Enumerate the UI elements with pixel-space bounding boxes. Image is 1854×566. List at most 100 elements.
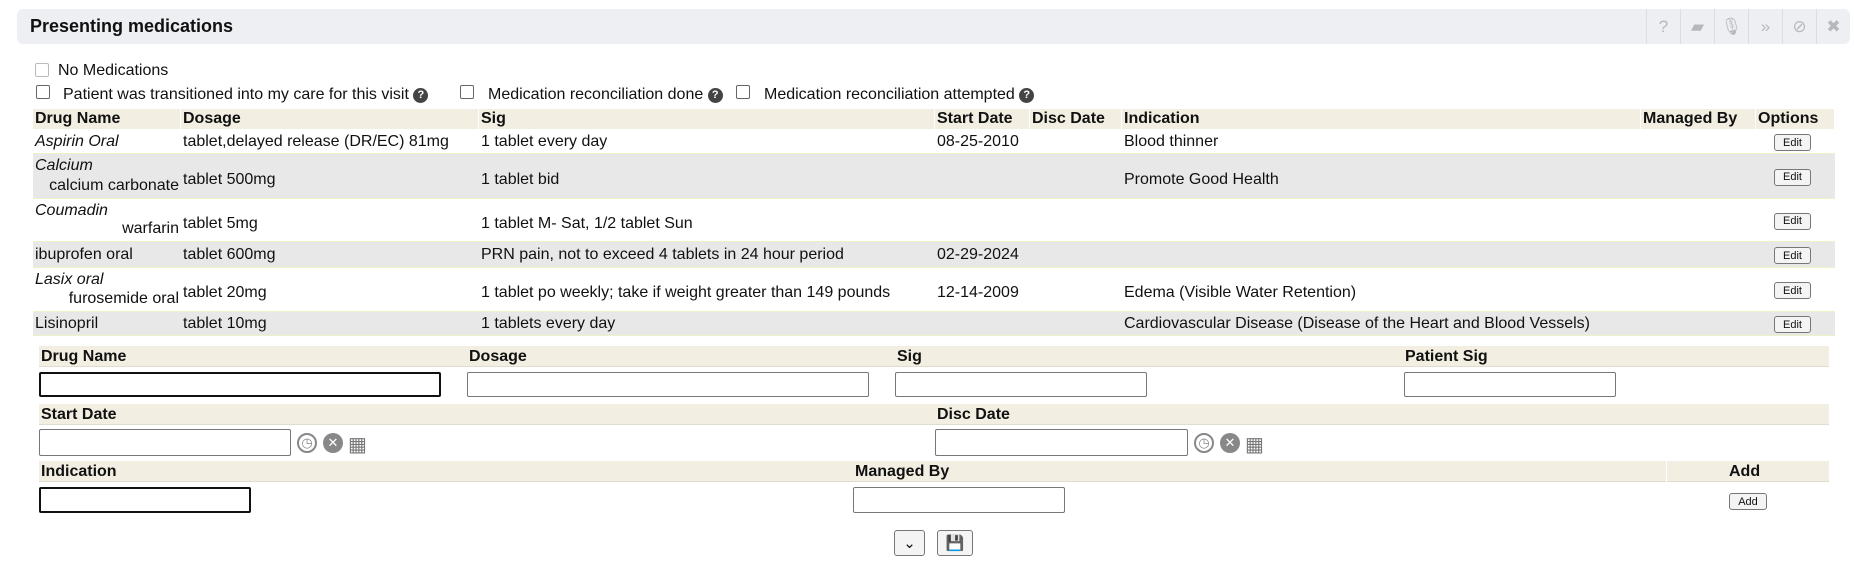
add-button[interactable]: Add bbox=[1729, 493, 1767, 510]
edit-button[interactable]: Edit bbox=[1774, 212, 1811, 230]
double-chevron-down-button[interactable]: » bbox=[1748, 9, 1782, 44]
form-header-row-2: Start Date Disc Date bbox=[39, 404, 1829, 425]
recon-done-checkbox[interactable] bbox=[460, 85, 474, 99]
section-title: Presenting medications bbox=[30, 16, 234, 36]
save-button[interactable]: 💾 bbox=[937, 530, 973, 556]
sig-label: Sig bbox=[897, 348, 922, 365]
column-header: Drug Name bbox=[33, 109, 181, 129]
transitioned-label: Patient was transitioned into my care fo… bbox=[63, 86, 409, 103]
add-header: Add bbox=[1729, 463, 1761, 480]
double-chevron-down-icon: » bbox=[1760, 16, 1771, 36]
column-header-label: Start Date bbox=[937, 110, 1013, 127]
drug-name-label: Drug Name bbox=[41, 348, 127, 365]
column-header: Managed By bbox=[1641, 109, 1756, 129]
generic-name: furosemide oral bbox=[68, 290, 179, 307]
drug-cell: Lisinopril bbox=[35, 315, 99, 332]
start-cell: 12-14-2009 bbox=[937, 284, 1019, 301]
clock-icon[interactable]: ◷ bbox=[1194, 433, 1214, 453]
edit-button[interactable]: Edit bbox=[1774, 168, 1811, 186]
book-button[interactable]: ▰ bbox=[1680, 9, 1714, 44]
double-chevron-down-icon: ⌄ bbox=[903, 535, 916, 552]
column-header-label: Indication bbox=[1124, 110, 1200, 127]
book-icon: ▰ bbox=[1690, 16, 1705, 36]
start-date-label: Start Date bbox=[41, 406, 117, 423]
column-header: Start Date bbox=[935, 109, 1030, 129]
dosage-cell: tablet 5mg bbox=[183, 214, 258, 232]
edit-button[interactable]: Edit bbox=[1774, 247, 1811, 264]
close-button[interactable]: ✖ bbox=[1816, 9, 1850, 44]
dosage-cell: tablet,delayed release (DR/EC) 81mg bbox=[183, 133, 449, 150]
dosage-cell: tablet 10mg bbox=[183, 315, 267, 332]
generic-name: calcium carbonate bbox=[49, 177, 179, 194]
disc-date-label: Disc Date bbox=[937, 406, 1010, 423]
indication-label: Indication bbox=[41, 463, 117, 480]
help-button[interactable]: ? bbox=[1646, 9, 1680, 44]
column-header-label: Options bbox=[1758, 110, 1819, 127]
table-row: Coumadin warfarin tablet 5mg 1 tablet M- Sa… bbox=[33, 199, 1835, 242]
sig-cell: PRN pain, not to exceed 4 tablets in 24 … bbox=[481, 246, 844, 263]
indication-cell: Blood thinner bbox=[1124, 133, 1219, 150]
sig-cell: 1 tablet bid bbox=[481, 170, 560, 188]
close-icon: ✖ bbox=[1826, 16, 1841, 36]
help-icon[interactable]: ? bbox=[413, 88, 429, 103]
managed-by-label: Managed By bbox=[855, 463, 950, 480]
sig-input[interactable] bbox=[895, 372, 1147, 397]
edit-button[interactable]: Edit bbox=[1774, 134, 1811, 151]
recon-attempted-checkbox[interactable] bbox=[736, 85, 750, 99]
table-row: Lisinopril tablet 10mg 1 tablets every day… bbox=[33, 312, 1835, 336]
column-header-label: Managed By bbox=[1643, 110, 1738, 127]
edit-button[interactable]: Edit bbox=[1774, 316, 1811, 333]
column-header-label: Disc Date bbox=[1032, 110, 1105, 127]
clear-icon[interactable]: ✕ bbox=[1220, 433, 1240, 453]
save-icon: 💾 bbox=[945, 535, 965, 552]
drug-cell: ibuprofen oral bbox=[35, 246, 133, 263]
form-header-row-1: Drug Name Dosage Sig Patient Sig bbox=[39, 346, 1829, 367]
dosage-cell: tablet 600mg bbox=[183, 246, 276, 263]
indication-input[interactable] bbox=[39, 487, 251, 513]
indication-cell: Promote Good Health bbox=[1124, 170, 1279, 188]
patient-sig-input[interactable] bbox=[1404, 372, 1616, 397]
edit-button[interactable]: Edit bbox=[1774, 282, 1811, 299]
managed-by-input[interactable] bbox=[853, 487, 1065, 513]
sig-cell: 1 tablet po weekly; take if weight great… bbox=[481, 284, 891, 301]
ban-button[interactable]: ⊘ bbox=[1782, 9, 1816, 44]
indication-cell: Edema (Visible Water Retention) bbox=[1124, 284, 1357, 301]
column-header: Disc Date bbox=[1030, 109, 1122, 129]
table-row: Calcium calcium carbonate tablet 500mg 1 ta… bbox=[33, 154, 1835, 199]
form-header-row-3: Indication Managed By Add bbox=[39, 461, 1829, 482]
calendar-icon[interactable]: ▦ bbox=[348, 434, 367, 456]
ban-icon: ⊘ bbox=[1792, 16, 1807, 36]
clock-icon[interactable]: ◷ bbox=[297, 433, 317, 453]
drug-name: Calcium bbox=[35, 157, 93, 174]
section-header: Presenting medications ? ▰ 🎙 » ⊘ ✖ bbox=[17, 9, 1850, 44]
disc-date-input[interactable] bbox=[935, 429, 1188, 456]
dosage-input[interactable] bbox=[467, 372, 869, 397]
column-header-label: Drug Name bbox=[35, 110, 121, 127]
recon-done-wrap: Medication reconciliation done ? bbox=[488, 86, 723, 104]
expand-button[interactable]: ⌄ bbox=[894, 530, 925, 556]
no-medications-checkbox[interactable] bbox=[35, 63, 49, 77]
microphone-icon: 🎙 bbox=[1720, 16, 1743, 36]
sig-cell: 1 tablet M- Sat, 1/2 tablet Sun bbox=[481, 214, 693, 232]
no-medications-label: No Medications bbox=[58, 62, 169, 79]
start-date-input[interactable] bbox=[39, 429, 291, 456]
table-row: Aspirin Oral tablet,delayed release (DR/E… bbox=[33, 130, 1835, 154]
recon-done-label: Medication reconciliation done bbox=[488, 86, 704, 103]
table-row: Lasix oral furosemide oral tablet 20mg 1 ta… bbox=[33, 268, 1835, 312]
help-icon: ? bbox=[1658, 16, 1669, 36]
dosage-cell: tablet 20mg bbox=[183, 284, 267, 301]
drug-cell: Aspirin Oral bbox=[35, 133, 119, 150]
dosage-label: Dosage bbox=[469, 348, 527, 365]
patient-sig-label: Patient Sig bbox=[1405, 348, 1488, 365]
generic-name: warfarin bbox=[122, 220, 179, 237]
start-cell: 02-29-2024 bbox=[937, 246, 1019, 263]
divider bbox=[1666, 461, 1667, 482]
sig-cell: 1 tablets every day bbox=[481, 315, 616, 332]
microphone-button[interactable]: 🎙 bbox=[1714, 9, 1748, 44]
transitioned-checkbox[interactable] bbox=[36, 85, 50, 99]
help-icon[interactable]: ? bbox=[707, 88, 723, 103]
help-icon[interactable]: ? bbox=[1019, 88, 1035, 103]
drug-name-input[interactable] bbox=[39, 372, 441, 397]
clear-icon[interactable]: ✕ bbox=[323, 433, 343, 453]
calendar-icon[interactable]: ▦ bbox=[1245, 434, 1264, 456]
